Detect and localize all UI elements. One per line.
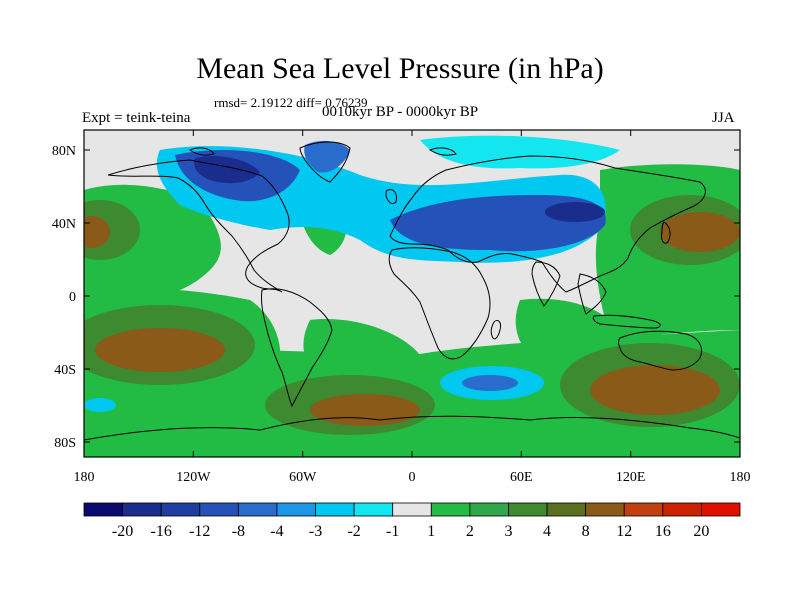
colorbar-label: 2 <box>466 523 474 540</box>
coast-arctic-islands <box>188 147 457 156</box>
colorbar-box <box>315 502 355 517</box>
lon-label-120w: 120W <box>176 470 211 485</box>
colorbar-label: -3 <box>309 523 322 540</box>
lat-label-80n: 80N <box>52 144 76 159</box>
field-brown-south-atlantic <box>310 394 420 426</box>
colorbar-labels: -20 -16 -12 -8 -4 -3 -2 -1 1 2 3 4 8 12 16 20 <box>112 523 709 540</box>
colorbar-label: -12 <box>189 523 210 540</box>
lat-label-40s: 40S <box>54 363 76 378</box>
colorbar-label: 8 <box>582 523 590 540</box>
lon-label-180-east: 180 <box>730 470 751 485</box>
colorbar-label: -20 <box>112 523 133 540</box>
coast-antarctica <box>84 415 740 441</box>
season-label: JJA <box>712 110 735 126</box>
colorbar-box <box>353 502 394 517</box>
field-blue-greenland <box>304 140 350 173</box>
field-blue-south-atlantic-core <box>462 375 518 391</box>
field-cyan-south-pacific-east <box>84 398 116 412</box>
colorbar-box <box>469 502 509 517</box>
field-brown-north-pacific-east <box>660 212 740 252</box>
colorbar-box <box>585 502 625 517</box>
colorbar-box <box>392 502 432 517</box>
coast-south-america <box>261 288 333 408</box>
colorbar-box <box>199 502 239 517</box>
colorbar-box <box>276 502 316 517</box>
colorbar-box <box>237 502 278 517</box>
colorbar-label: 12 <box>616 523 632 540</box>
colorbar-box <box>546 502 587 517</box>
colorbar-label: -16 <box>151 523 172 540</box>
lon-label-60w: 60W <box>289 470 317 485</box>
colorbar-box <box>662 502 702 517</box>
field-brown-south-pacific <box>95 328 225 372</box>
pressure-field <box>84 130 740 457</box>
lon-label-120e: 120E <box>616 470 646 485</box>
lon-label-180-west: 180 <box>74 470 95 485</box>
field-brown-north-pacific-west <box>84 216 110 248</box>
lon-label-0: 0 <box>409 470 416 485</box>
colorbar-label: -1 <box>386 523 399 540</box>
period-label: 0010kyr BP - 0000kyr BP <box>322 104 479 120</box>
rmsd-diff-stats: rmsd= 2.19122 diff= 0.76239 <box>214 95 368 110</box>
field-brown-south-indian <box>590 365 720 415</box>
lat-label-40n: 40N <box>52 217 76 232</box>
coast-greenland <box>299 141 351 183</box>
colorbar-box <box>701 502 741 517</box>
colorbar-box <box>430 502 471 517</box>
colorbar-box <box>83 502 123 517</box>
coast-madagascar <box>490 319 501 340</box>
field-green-indian-ocean <box>515 298 620 357</box>
lon-label-60e: 60E <box>510 470 533 485</box>
field-green-south-atlantic <box>303 319 420 384</box>
field-darkblue-eurasia <box>545 202 605 222</box>
colorbar-label: 3 <box>504 523 512 540</box>
colorbar-label: -2 <box>347 523 360 540</box>
colorbar-label: 1 <box>427 523 435 540</box>
experiment-label: Expt = teink-teina <box>82 110 191 126</box>
colorbar-label: 4 <box>543 523 551 540</box>
coast-australia <box>618 330 702 371</box>
coast-british-isles <box>385 189 397 205</box>
lat-label-80s: 80S <box>54 436 76 451</box>
field-cyan-arctic <box>420 135 620 169</box>
field-darkblue-north-america <box>194 155 260 184</box>
page-title: Mean Sea Level Pressure (in hPa) <box>196 52 604 85</box>
colorbar-box <box>508 502 548 517</box>
colorbar-box <box>623 502 664 517</box>
coast-southeast-asia <box>577 273 607 315</box>
coast-indonesia <box>592 314 661 329</box>
lon-axis: 180 120W 60W 0 60E 120E 180 <box>74 130 751 485</box>
colorbar-label: 20 <box>693 523 709 540</box>
coast-japan <box>661 221 671 244</box>
lat-axis: 80N 40N 0 40S 80S <box>52 144 740 451</box>
colorbar-boxes <box>83 502 741 517</box>
coast-india <box>531 261 561 307</box>
colorbar-label: 16 <box>655 523 671 540</box>
colorbar-box <box>160 502 201 517</box>
coast-north-america <box>107 159 290 293</box>
colorbar-label: -8 <box>232 523 245 540</box>
colorbar: -20 -16 -12 -8 -4 -3 -2 -1 1 2 3 4 8 12 16 20 <box>83 502 741 540</box>
colorbar-box <box>122 502 162 517</box>
colorbar-label: -4 <box>270 523 283 540</box>
coastlines <box>84 141 740 441</box>
coast-africa <box>388 247 491 360</box>
lat-label-0: 0 <box>69 290 76 305</box>
